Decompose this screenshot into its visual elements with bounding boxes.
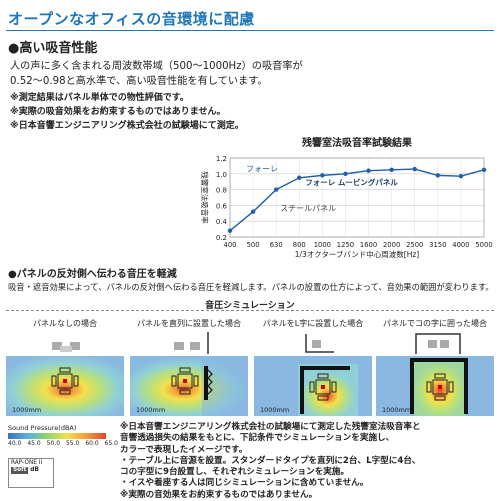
plot-frame <box>229 157 485 238</box>
legend-tick: 50.0 <box>46 440 61 447</box>
simulation-panel-u-shape: パネルでコの字に囲った場合 1000mm <box>376 318 494 416</box>
logo-soft: Soft <box>11 467 29 474</box>
x-tick-label: 5000 <box>475 241 492 249</box>
y-tick-label: 0.2 <box>216 234 227 242</box>
x-tick-label: 1000 <box>314 241 331 249</box>
title-divider <box>6 30 494 31</box>
scale-label: 1000mm <box>382 406 412 414</box>
data-point <box>435 173 441 178</box>
legend-tick: 40.0 <box>8 440 22 447</box>
simulation-panel-none: パネルなしの場合 1000mm <box>6 318 124 416</box>
simulation-panel-straight: パネルを直列に設置した場合 1000mm <box>130 318 248 416</box>
heatmap-l-shape-panel <box>254 334 372 416</box>
x-tick-label: 1600 <box>360 241 377 249</box>
absorption-chart: 残響室法吸音率試験結果 0.2 0.4 0.6 0.8 1.0 1.2 400 500 630 80… <box>200 136 493 259</box>
body-text-line: 人の声に多く含まれる周波数帯域（500〜1000Hz）の吸音率が <box>10 61 303 72</box>
data-point <box>250 209 256 214</box>
legend-ticks: 40.0 45.0 50.0 55.0 60.0 65.0 <box>8 440 118 447</box>
note-line: ※実際の音効果をお約束するものではありません。 <box>120 489 318 500</box>
scale-label: 1000mm <box>136 406 166 414</box>
data-point <box>343 171 348 176</box>
legend-tick: 65.0 <box>104 440 118 447</box>
note-line: コの字型に9台設置し、それぞれシミュレーションを実施。 <box>120 467 350 478</box>
section-heading-sound-pressure: ●パネルの反対側へ伝わる音圧を軽減 <box>8 269 177 280</box>
note-line: ・テーブル上に音源を設置。スタンダードタイプを直列に2台、L字型に4台、 <box>120 455 421 466</box>
data-point <box>412 166 417 172</box>
logo-db: dB <box>30 467 39 473</box>
note-line: ※測定結果はパネル単体での物性評価です。 <box>10 93 189 103</box>
x-tick-label: 400 <box>224 241 237 249</box>
data-point <box>366 168 371 173</box>
x-tick-label: 2500 <box>406 241 423 249</box>
y-tick-label: 0.8 <box>216 187 227 195</box>
x-tick-label: 4000 <box>452 241 469 249</box>
legend-tick: 45.0 <box>27 440 41 447</box>
panel-label: パネルなしの場合 <box>33 319 97 328</box>
x-axis-label: 1/3オクターブバンド中心周波数[Hz] <box>295 249 420 259</box>
y-tick-label: 0.4 <box>216 218 228 226</box>
legend-tick: 60.0 <box>85 440 99 447</box>
heatmap-u-shape-panel <box>376 333 494 416</box>
series-label: フォーレ ムービングパネル <box>305 177 398 187</box>
x-tick-label: 500 <box>247 241 260 249</box>
x-tick-label: 1250 <box>337 241 354 249</box>
panel-label: パネルでコの字に囲った場合 <box>383 319 487 328</box>
y-tick-label: 0.6 <box>216 202 228 210</box>
legend-tick: 55.0 <box>65 440 80 447</box>
note-line: ※実際の吸音効果をお約束するものではありません。 <box>10 107 226 117</box>
data-point <box>320 173 325 178</box>
legend-title: Sound Pressure(dBA) <box>8 424 77 432</box>
simulation-panel-l-shape: パネルをL字に設置した場合 1000mm <box>254 318 372 416</box>
x-tick-label: 630 <box>270 241 283 249</box>
scale-label: 1000mm <box>260 406 290 414</box>
data-point <box>227 228 233 233</box>
simulation-notes: ※日本音響エンジニアリング株式会社の試験場にて測定した残響室法吸音率と 音響透過… <box>120 422 498 501</box>
y-tick-label: 1.2 <box>216 155 227 163</box>
section-description: 吸音・遮音効果によって、パネルの反対側へ伝わる音圧を軽減します。パネルの設置の仕… <box>8 282 494 292</box>
panel-label: パネルを直列に設置した場合 <box>137 319 241 328</box>
data-point <box>458 173 464 179</box>
y-tick-label: 1.0 <box>216 171 227 179</box>
heatmap-straight-panel <box>130 332 248 416</box>
note-line: ・イスや着座する人は同じシミュレーションに含めていません。 <box>120 478 369 489</box>
y-axis-label: 残響室法吸音率 <box>200 171 210 224</box>
note-line: 音響透過損失の結果をもとに、下記条件でシミュレーションを実施し、 <box>120 433 395 444</box>
x-tick-label: 2000 <box>383 241 400 249</box>
data-point <box>297 175 302 180</box>
annotation-fole: フォーレ <box>246 164 278 173</box>
note-line: ※日本音響エンジニアリング株式会社の試験場にて測定。 <box>10 121 244 131</box>
chart-title: 残響室法吸音率試験結果 <box>302 136 413 149</box>
section-heading-absorption: ●高い吸音性能 <box>8 41 98 56</box>
x-tick-label: 800 <box>293 241 306 249</box>
note-line: カラーで表現したイメージです。 <box>120 444 248 455</box>
legend-color-bar <box>8 433 106 439</box>
logo-text: RAP-ONE II <box>11 460 43 466</box>
data-point <box>273 187 279 192</box>
series-line <box>229 168 485 232</box>
page-title: オープンなオフィスの音環境に配慮 <box>8 10 255 28</box>
data-point <box>389 167 394 173</box>
x-tick-label: 3150 <box>429 241 446 249</box>
heatmap-no-panel <box>6 330 124 416</box>
data-point <box>481 167 487 173</box>
rap-one-logo: RAP-ONE II Soft dB <box>8 458 54 488</box>
simulation-title: 音圧シミュレーション <box>205 301 295 311</box>
note-line: ※日本音響エンジニアリング株式会社の試験場にて測定した残響室法吸音率と <box>120 422 421 432</box>
panel-label: パネルをL字に設置した場合 <box>262 319 364 328</box>
scale-label: 1000mm <box>12 406 42 414</box>
annotation-steel-panel: スチールパネル <box>280 204 336 213</box>
body-text-line: 0.52〜0.98と高水準で、高い吸音性能を有しています。 <box>10 76 268 87</box>
simulation-divider <box>6 310 494 311</box>
sound-pressure-legend: Sound Pressure(dBA) 40.0 45.0 50.0 55.0 … <box>8 424 120 447</box>
